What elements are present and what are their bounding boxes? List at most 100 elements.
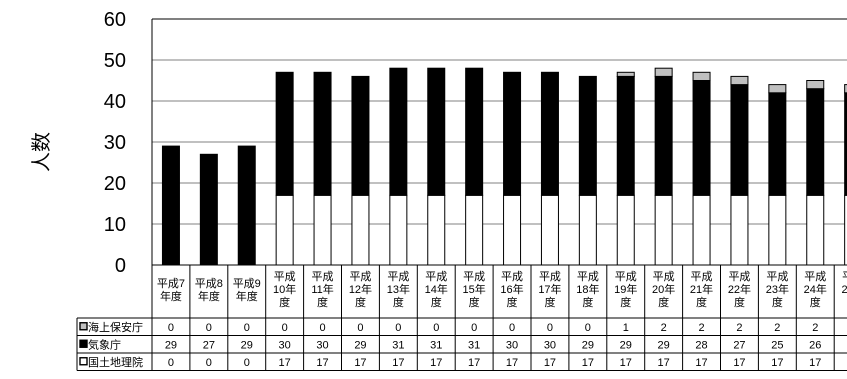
category-label-line: 10年 [273,282,296,296]
category-label-line: 度 [469,295,480,309]
category-label-line: 度 [431,295,442,309]
table-cell: 0 [509,322,515,334]
table-cell: 30 [279,339,291,351]
table-cell: 17 [506,357,518,369]
category-label-line: 11年 [311,282,333,296]
table-cell: 17 [809,357,821,369]
category-label-line: 平成 [501,270,523,283]
table-cell: 2 [774,322,780,334]
table-cell: 2 [698,322,704,334]
category-label: 平成 24年度 [804,270,827,309]
category-label: 平成 16年度 [500,270,523,309]
bar-segment-気象庁 [427,67,446,196]
category-label-line: 17年 [538,282,561,296]
category-label-line: 年度 [198,289,220,303]
category-label-line: 度 [582,295,593,309]
table-cell: 30 [506,339,518,351]
bar-segment-国土地理院 [313,194,332,266]
table-cell: 31 [392,339,404,351]
bar-segment-気象庁 [161,145,180,266]
bar-segment-気象庁 [806,88,825,196]
category-label: 平成 19年度 [614,270,637,309]
category-label-line: 度 [810,295,821,309]
table-cell: 17 [544,357,556,369]
category-label-line: 15年 [463,282,486,296]
table-cell: 0 [471,322,477,334]
axes [76,18,847,371]
bar-segment-国土地理院 [351,194,370,266]
table-cell: 0 [168,322,174,334]
category-label-line: 22年 [728,282,751,296]
category-label-line: 度 [620,295,631,309]
legend-key-国土地理院 [79,357,88,366]
category-label-line: 平成8 [195,277,223,290]
bar-segment-国土地理院 [427,194,446,266]
bar-segment-国土地理院 [806,194,825,266]
category-label-line: 度 [317,295,328,309]
bar-segment-気象庁 [465,67,484,196]
y-tick-label: 60 [104,9,126,31]
bar-segment-海上保安庁 [654,67,673,77]
y-tick-label: 0 [115,255,126,277]
bar-segment-国土地理院 [730,194,749,266]
category-label-line: 平成 [274,270,296,283]
category-label-line: 平成7 [157,277,185,290]
bar-segment-海上保安庁 [844,84,847,94]
category-label-line: 度 [355,295,366,309]
bar-segment-国土地理院 [389,194,408,266]
table-cell: 0 [206,322,212,334]
bar-segment-国土地理院 [578,194,597,266]
bar-segment-気象庁 [730,84,749,196]
y-tick-label: 20 [104,173,126,195]
table-cell: 0 [168,357,174,369]
table-cell: 0 [357,322,363,334]
category-label-line: 平成 [539,270,561,283]
y-tick-label: 30 [104,132,126,154]
table-cell: 17 [354,357,366,369]
category-label: 平成 23年度 [766,270,789,309]
table-cell: 0 [244,357,250,369]
y-tick-label: 50 [104,50,126,72]
category-label-line: 16年 [500,282,523,296]
bar-segment-気象庁 [844,92,847,196]
table-cell: 0 [282,322,288,334]
table-cell: 17 [468,357,480,369]
bar-segment-国土地理院 [540,194,559,266]
table-cell: 29 [165,339,177,351]
bar-segment-気象庁 [540,71,559,196]
bar-segment-気象庁 [578,75,597,196]
table-cell: 17 [771,357,783,369]
table-cell: 30 [544,339,556,351]
table-cell: 27 [203,339,215,351]
bar-segment-気象庁 [389,67,408,196]
bar-segment-気象庁 [275,71,294,196]
legend-key-海上保安庁 [79,322,88,331]
bar-segment-国土地理院 [768,194,787,266]
category-label-line: 度 [507,295,518,309]
category-label: 平成 17年度 [538,270,561,309]
table-cell: 17 [695,357,707,369]
bar-segment-海上保安庁 [730,75,749,86]
table-cell: 0 [433,322,439,334]
category-label: 平成 20年度 [652,270,675,309]
bars [161,67,847,266]
table-cell: 31 [430,339,442,351]
table-cell: 0 [244,322,250,334]
category-label-line: 23年 [766,282,789,296]
category-label: 平成8 年度 [195,277,223,303]
table-cell: 17 [279,357,291,369]
category-label: 平成 12年度 [349,270,372,309]
category-label-line: 25年 [842,282,847,296]
category-label-line: 平成 [842,270,847,283]
category-label-line: 13年 [387,282,410,296]
table-cell: 17 [316,357,328,369]
category-label-line: 14年 [425,282,448,296]
category-label: 平成 11年度 [311,270,333,309]
bar-segment-気象庁 [503,71,522,196]
bar-segment-気象庁 [237,145,256,266]
category-label-line: 平成 [387,270,409,283]
table-cell: 17 [392,357,404,369]
category-label-line: 度 [658,295,669,309]
category-label-line: 平成 [577,270,599,283]
